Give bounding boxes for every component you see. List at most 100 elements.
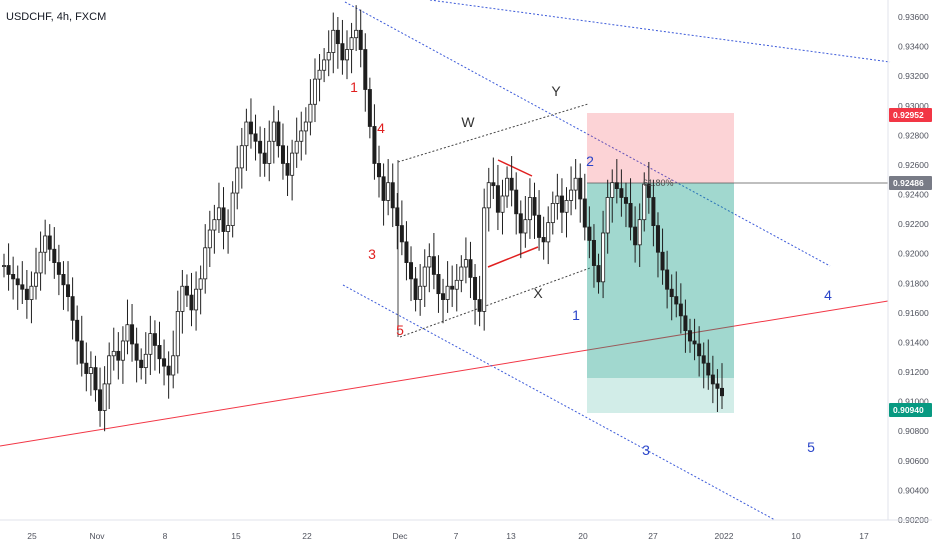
wave-label: 4 [377, 120, 385, 136]
y-tick-label: 0.93000 [898, 101, 929, 111]
y-tick-label: 0.93600 [898, 12, 929, 22]
candle-body [619, 188, 624, 198]
x-tick-label: 27 [648, 531, 658, 541]
candle-body [203, 247, 208, 280]
candle-body [262, 152, 267, 164]
candle-body [665, 269, 670, 290]
candle-body [505, 177, 510, 197]
candle-body [660, 251, 665, 271]
x-tick-label: 15 [231, 531, 241, 541]
candle-body [75, 319, 80, 342]
y-tick-label: 0.92400 [898, 190, 929, 200]
y-tick-label: 0.92800 [898, 130, 929, 140]
candle-body [34, 272, 39, 287]
candle-body [441, 293, 446, 300]
wave-label: 3 [368, 246, 376, 262]
x-axis: 25 Nov 8 15 22 Dec 7 13 20 27 2022 10 17 [0, 519, 932, 541]
candle-body [47, 235, 52, 250]
candle-body [322, 59, 327, 71]
candle-body [312, 78, 317, 105]
candle-body [578, 177, 583, 200]
candle-body [564, 200, 569, 213]
candle-body [294, 140, 299, 154]
candle-body [459, 266, 464, 281]
candle-body [303, 121, 308, 132]
candle-body [358, 29, 363, 50]
y-tick-label: 0.90400 [898, 485, 929, 495]
y-axis: 0.93600 0.93400 0.93200 0.93000 0.92800 0.926… [887, 0, 929, 525]
candle-body [655, 225, 660, 253]
candle-body [194, 288, 199, 311]
candle-body [248, 121, 253, 135]
x-tick-label: Dec [392, 531, 408, 541]
candle-body [143, 353, 148, 369]
candle-body [326, 52, 331, 61]
candle-body [198, 278, 203, 290]
candle-body [463, 259, 468, 268]
candle-body [623, 197, 628, 204]
candle-body [596, 265, 601, 283]
wxy-lower-line [399, 267, 591, 338]
x-tick-label: 22 [302, 531, 312, 541]
candle-body [189, 294, 194, 311]
wave-label: 1 [350, 79, 358, 95]
y-tick-label: 0.91400 [898, 337, 929, 347]
y-tick-label: 0.90800 [898, 426, 929, 436]
candle-body [216, 207, 221, 221]
candle-body [509, 177, 514, 191]
wave-label: 5 [807, 439, 815, 455]
candle-body [79, 340, 84, 364]
candle-body [66, 284, 71, 298]
candle-body [399, 225, 404, 243]
x-tick-label: 17 [859, 531, 869, 541]
candle-body [701, 355, 706, 364]
candle-body [70, 296, 75, 321]
candle-body [582, 198, 587, 228]
candle-body [93, 367, 98, 391]
wave-label: 3 [642, 442, 650, 458]
candle-body [56, 262, 61, 275]
candle-body [212, 219, 217, 231]
candle-body [601, 232, 606, 283]
candle-body [102, 383, 107, 411]
candle-body [226, 225, 231, 232]
candle-body [171, 355, 176, 376]
candle-body [15, 278, 20, 286]
candle-body [482, 207, 487, 312]
red-trendline [0, 300, 889, 447]
candle-body [678, 303, 683, 317]
candle-body [344, 49, 349, 61]
candle-body [299, 130, 304, 142]
candle-body [573, 177, 578, 191]
price-badge [889, 108, 932, 122]
candle-body [413, 278, 418, 300]
candle-body [637, 219, 642, 246]
candle-body [395, 207, 400, 226]
x-tick-label: 20 [578, 531, 588, 541]
candle-body [253, 133, 258, 142]
channel-upper-line [344, 1, 831, 267]
candle-body [267, 140, 272, 164]
candle-body [541, 237, 546, 243]
candle-body [614, 182, 619, 190]
candle-body [280, 145, 285, 164]
y-tick-label: 0.90600 [898, 456, 929, 466]
candle-body [537, 214, 542, 238]
y-tick-label: 0.91200 [898, 367, 929, 377]
candle-body [166, 365, 171, 376]
candle-body [139, 359, 144, 369]
candle-body [427, 256, 432, 268]
candle-body [180, 285, 185, 312]
candle-body [418, 285, 423, 300]
y-tick-label: 0.93400 [898, 42, 929, 52]
candle-body [162, 358, 167, 367]
y-tick-label: 0.92600 [898, 160, 929, 170]
candle-body [134, 343, 139, 361]
channel-lower-line [342, 284, 776, 521]
x-tick-label: 13 [506, 531, 516, 541]
candle-body [340, 43, 345, 61]
candle-body [500, 195, 505, 213]
y-tick-label: 0.91000 [898, 397, 929, 407]
candle-body [491, 182, 496, 187]
wave-label: 5 [396, 322, 404, 338]
